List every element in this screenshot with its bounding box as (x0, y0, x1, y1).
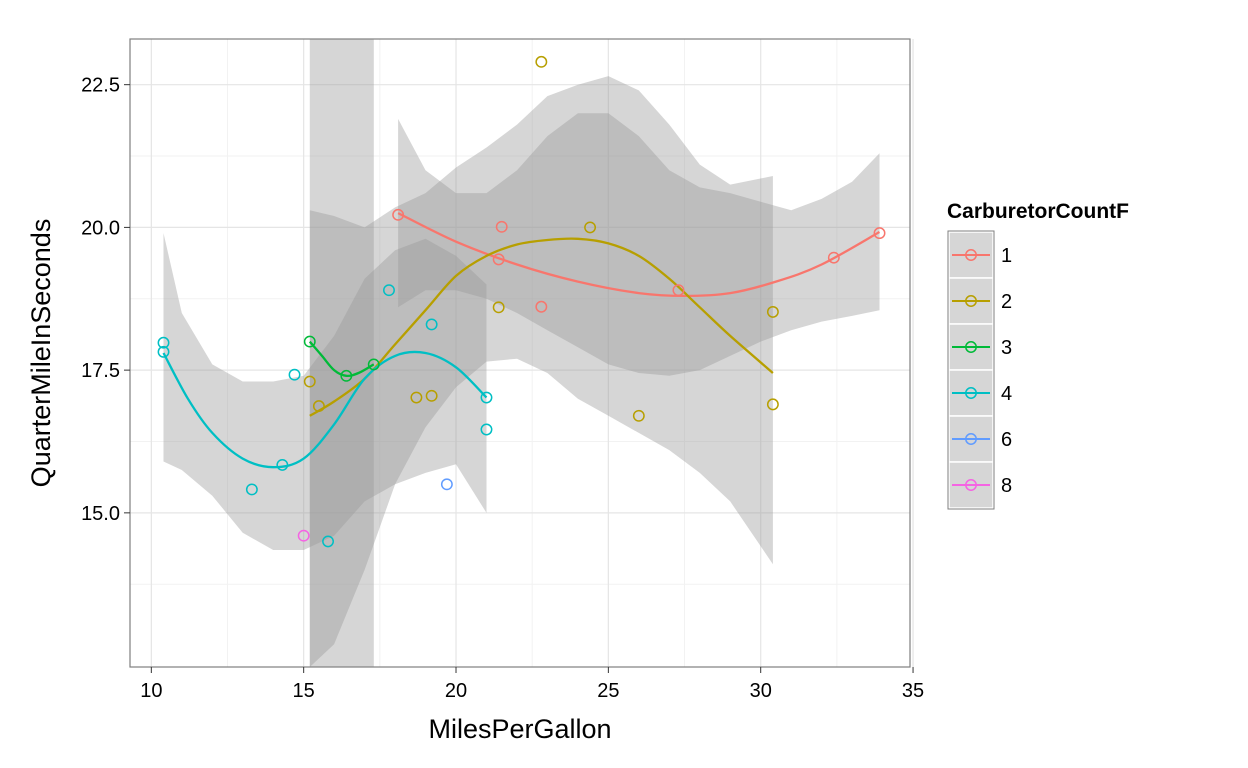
x-tick-label: 25 (597, 680, 619, 702)
data-points (157, 55, 886, 548)
confidence-band-4 (163, 233, 487, 550)
data-point-1 (392, 208, 405, 221)
data-point-3 (303, 335, 316, 348)
x-tick-label: 20 (445, 680, 467, 702)
legend-label-4: 4 (1001, 383, 1012, 405)
smooth-line-4 (162, 350, 488, 469)
data-point-4 (157, 336, 170, 349)
x-tick-label: 15 (293, 680, 315, 702)
data-point-2 (312, 400, 325, 413)
smooth-lines (162, 212, 881, 469)
data-point-4 (425, 318, 438, 331)
x-axis-label: MilesPerGallon (428, 714, 611, 744)
y-tick-label: 15.0 (81, 503, 120, 525)
grid-minor (130, 39, 910, 667)
smooth-line-2 (309, 237, 774, 417)
data-point-1 (492, 253, 505, 266)
data-point-1 (535, 300, 548, 313)
confidence-band-3 (309, 39, 374, 667)
grid-major (130, 39, 914, 667)
data-point-3 (340, 369, 353, 382)
data-point-1 (495, 220, 508, 233)
data-point-2 (535, 55, 548, 68)
confidence-band-1 (398, 113, 880, 376)
y-tick-label: 22.5 (81, 75, 120, 97)
legend: CarburetorCountF 1 2 3 4 6 8 (947, 200, 1129, 510)
data-point-1 (873, 227, 886, 240)
data-point-4 (157, 345, 170, 358)
data-point-2 (303, 375, 316, 388)
data-point-8 (297, 529, 310, 542)
x-axis-ticks: 10 15 20 25 30 35 (140, 667, 924, 702)
data-point-4 (322, 535, 334, 548)
data-point-1 (827, 251, 840, 264)
plot-border (129, 38, 911, 668)
legend-label-2: 2 (1001, 291, 1012, 313)
legend-marker-1 (965, 249, 977, 261)
plot-background (130, 39, 910, 667)
legend-marker-8 (965, 479, 977, 491)
legend-title: CarburetorCountF (947, 200, 1129, 223)
data-point-4 (480, 423, 493, 436)
legend-marker-3 (965, 341, 977, 353)
smooth-line-3 (308, 340, 375, 378)
legend-marker-4 (965, 387, 977, 399)
legend-border (947, 230, 995, 510)
data-point-3 (367, 358, 380, 371)
x-tick-label: 30 (750, 680, 772, 702)
data-point-2 (766, 305, 779, 318)
confidence-bands (163, 39, 880, 668)
legend-marker-2 (965, 295, 977, 307)
data-point-6 (440, 478, 453, 491)
data-point-2 (492, 301, 505, 314)
y-tick-label: 20.0 (81, 217, 120, 239)
data-point-4 (276, 458, 289, 471)
data-point-4 (480, 391, 493, 404)
data-point-4 (245, 483, 258, 496)
data-point-2 (766, 398, 779, 411)
legend-label-8: 8 (1001, 475, 1012, 497)
y-axis-label: QuarterMileInSeconds (26, 219, 56, 488)
data-point-4 (288, 368, 301, 381)
legend-label-1: 1 (1001, 245, 1012, 267)
x-tick-label: 35 (902, 680, 924, 702)
data-point-2 (425, 389, 438, 402)
y-tick-label: 17.5 (81, 360, 120, 382)
confidence-band-2 (309, 76, 773, 668)
legend-label-3: 3 (1001, 337, 1012, 359)
data-point-2 (632, 409, 645, 422)
data-point-2 (410, 391, 423, 404)
data-point-1 (672, 284, 685, 297)
smooth-line-1 (397, 212, 881, 298)
legend-label-6: 6 (1001, 429, 1012, 451)
y-axis-ticks: 15.0 17.5 20.0 22.5 (81, 75, 130, 525)
x-tick-label: 10 (140, 680, 162, 702)
legend-marker-6 (965, 433, 977, 445)
data-point-2 (584, 221, 597, 234)
data-point-4 (383, 284, 395, 297)
